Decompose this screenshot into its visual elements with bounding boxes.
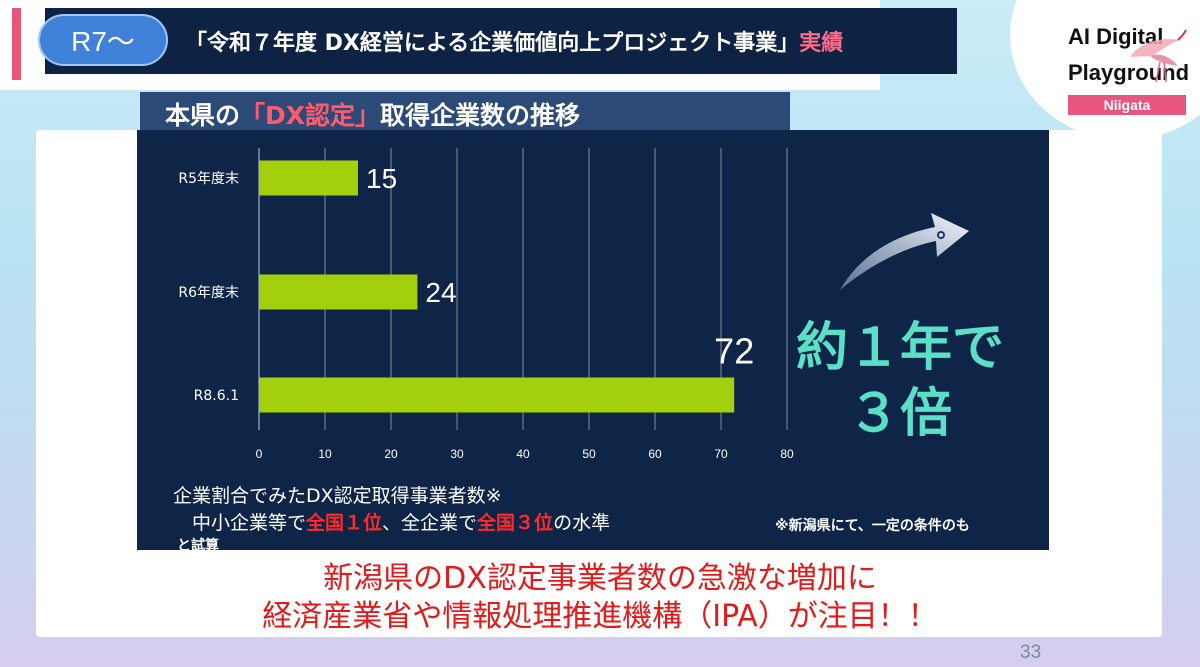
callout-line-2: ３倍 xyxy=(795,381,1005,447)
x-tick-label-70: 70 xyxy=(714,447,728,461)
headline-line-2: 経済産業省や情報処理推進機構（IPA）が注目！！ xyxy=(120,598,1080,636)
data-label-1: 15 xyxy=(366,163,397,194)
footnote: ※新潟県にて、一定の条件のも xyxy=(775,515,970,535)
x-tick-label-80: 80 xyxy=(780,447,794,461)
page-number: 33 xyxy=(1020,642,1041,664)
callout-line-1: 約１年で xyxy=(795,315,1005,381)
x-tick-label-10: 10 xyxy=(318,447,332,461)
slide-title-text: 「令和７年度 DX経営による企業価値向上プロジェクト事業」 xyxy=(185,31,799,56)
subtitle-prefix: 本県の xyxy=(165,101,240,130)
x-tick-label-30: 30 xyxy=(450,447,464,461)
data-label-3: 72 xyxy=(714,331,754,372)
trend-arrow-icon xyxy=(835,205,975,295)
note-text-e: の水準 xyxy=(553,512,610,534)
headline: 新潟県のDX認定事業者数の急激な増加に 経済産業省や情報処理推進機構（IPA）が… xyxy=(120,560,1080,636)
period-badge: R7～ xyxy=(38,14,168,66)
rank-sme: 全国１位 xyxy=(306,512,382,534)
slide-title: 「令和７年度 DX経営による企業価値向上プロジェクト事業」実績 xyxy=(185,25,843,57)
subtitle-suffix: 取得企業数の推移 xyxy=(380,101,580,130)
headline-line-1: 新潟県のDX認定事業者数の急激な増加に xyxy=(120,560,1080,598)
note-text-a: 中小企業等で xyxy=(173,512,306,534)
x-tick-label-40: 40 xyxy=(516,447,530,461)
footnote-continued: と試算 xyxy=(177,537,219,550)
slide-title-accent: 実績 xyxy=(799,31,843,56)
accent-bar xyxy=(12,8,21,80)
category-label-3: R8.6.1 xyxy=(194,388,239,404)
bar-2 xyxy=(259,275,417,310)
logo-region: Niigata xyxy=(1068,95,1186,115)
category-label-2: R6年度末 xyxy=(178,285,239,301)
growth-callout: 約１年で ３倍 xyxy=(795,315,1005,447)
chart-subtitle: 本県の「DX認定」取得企業数の推移 xyxy=(165,96,580,132)
bar-3 xyxy=(259,378,734,413)
x-tick-label-20: 20 xyxy=(384,447,398,461)
rank-all: 全国３位 xyxy=(477,512,553,534)
data-label-2: 24 xyxy=(425,277,456,308)
category-label-1: R5年度末 xyxy=(178,171,239,187)
note-line-1: 企業割合でみたDX認定取得事業者数※ xyxy=(173,483,610,510)
bar-1 xyxy=(259,161,358,196)
ibis-icon xyxy=(1120,22,1190,92)
x-tick-label-50: 50 xyxy=(582,447,596,461)
note-line-2: 中小企業等で全国１位、全企業で全国３位の水準 xyxy=(173,510,610,537)
note-text-c: 、全企業で xyxy=(382,512,477,534)
subtitle-highlight: 「DX認定」 xyxy=(240,101,380,130)
x-tick-label-0: 0 xyxy=(256,447,263,461)
x-tick-label-60: 60 xyxy=(648,447,662,461)
ranking-note: 企業割合でみたDX認定取得事業者数※ 中小企業等で全国１位、全企業で全国３位の水… xyxy=(173,483,610,537)
